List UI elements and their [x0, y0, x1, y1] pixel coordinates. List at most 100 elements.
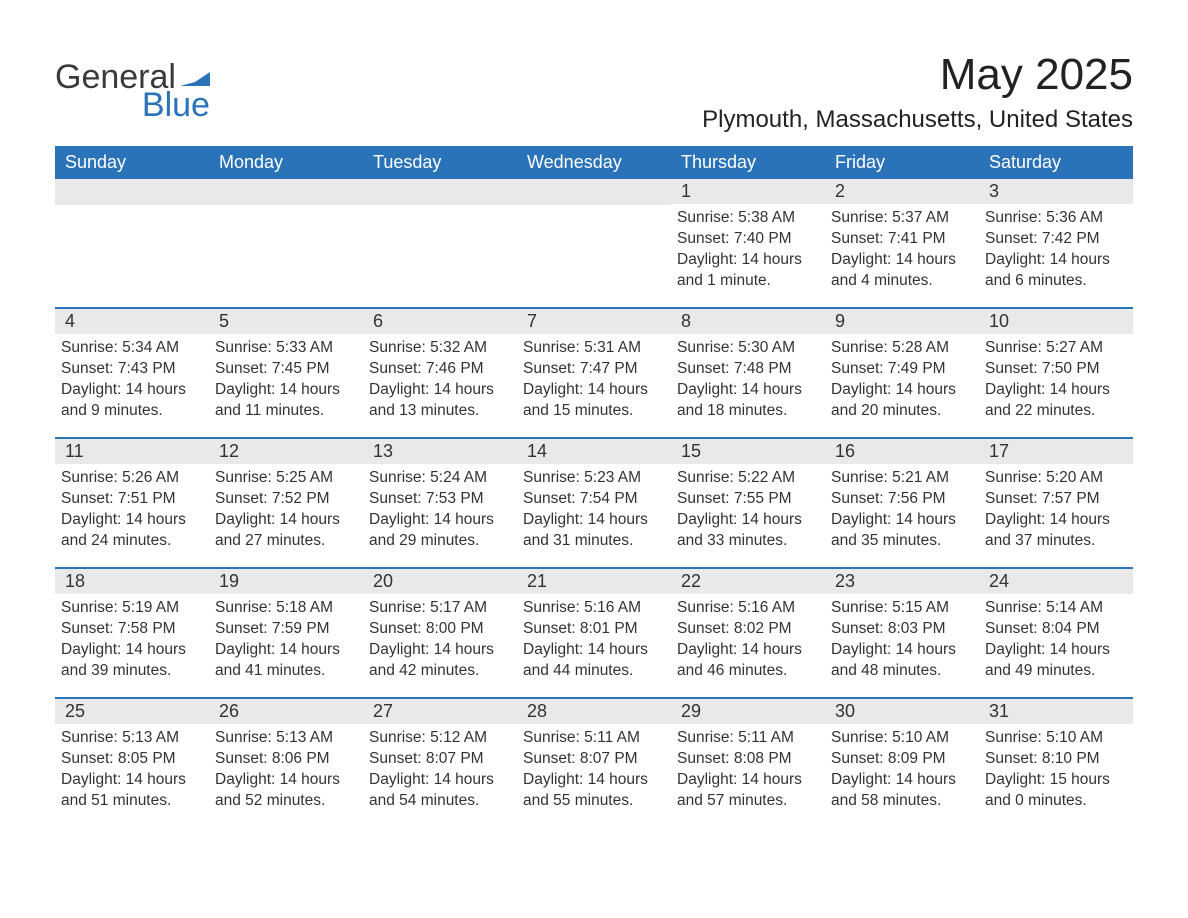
daylight-text: Daylight: 14 hours and 20 minutes.: [831, 380, 969, 422]
day-cell: 20Sunrise: 5:17 AMSunset: 8:00 PMDayligh…: [363, 569, 517, 697]
day-content: Sunrise: 5:18 AMSunset: 7:59 PMDaylight:…: [209, 594, 363, 682]
weekday-header: Saturday: [979, 146, 1133, 179]
day-cell: 4Sunrise: 5:34 AMSunset: 7:43 PMDaylight…: [55, 309, 209, 437]
sunset-text: Sunset: 7:57 PM: [985, 489, 1123, 510]
sunrise-text: Sunrise: 5:27 AM: [985, 338, 1123, 359]
day-cell: [55, 179, 209, 307]
daylight-text: Daylight: 14 hours and 46 minutes.: [677, 640, 815, 682]
day-cell: 18Sunrise: 5:19 AMSunset: 7:58 PMDayligh…: [55, 569, 209, 697]
day-number: 4: [55, 309, 209, 334]
sunrise-text: Sunrise: 5:18 AM: [215, 598, 353, 619]
day-cell: 19Sunrise: 5:18 AMSunset: 7:59 PMDayligh…: [209, 569, 363, 697]
weeks-container: 1Sunrise: 5:38 AMSunset: 7:40 PMDaylight…: [55, 179, 1133, 827]
sunset-text: Sunset: 7:41 PM: [831, 229, 969, 250]
sunset-text: Sunset: 7:50 PM: [985, 359, 1123, 380]
day-content: Sunrise: 5:20 AMSunset: 7:57 PMDaylight:…: [979, 464, 1133, 552]
sunrise-text: Sunrise: 5:30 AM: [677, 338, 815, 359]
daylight-text: Daylight: 14 hours and 44 minutes.: [523, 640, 661, 682]
day-content: Sunrise: 5:31 AMSunset: 7:47 PMDaylight:…: [517, 334, 671, 422]
daylight-text: Daylight: 14 hours and 58 minutes.: [831, 770, 969, 812]
day-content: Sunrise: 5:17 AMSunset: 8:00 PMDaylight:…: [363, 594, 517, 682]
sunset-text: Sunset: 8:04 PM: [985, 619, 1123, 640]
sunrise-text: Sunrise: 5:15 AM: [831, 598, 969, 619]
day-number: 7: [517, 309, 671, 334]
week-row: 11Sunrise: 5:26 AMSunset: 7:51 PMDayligh…: [55, 437, 1133, 567]
sunset-text: Sunset: 7:53 PM: [369, 489, 507, 510]
daylight-text: Daylight: 14 hours and 22 minutes.: [985, 380, 1123, 422]
day-number: 10: [979, 309, 1133, 334]
day-number: 8: [671, 309, 825, 334]
sunset-text: Sunset: 7:52 PM: [215, 489, 353, 510]
day-cell: 15Sunrise: 5:22 AMSunset: 7:55 PMDayligh…: [671, 439, 825, 567]
day-number: 27: [363, 699, 517, 724]
day-content: Sunrise: 5:21 AMSunset: 7:56 PMDaylight:…: [825, 464, 979, 552]
sunrise-text: Sunrise: 5:16 AM: [677, 598, 815, 619]
sunrise-text: Sunrise: 5:21 AM: [831, 468, 969, 489]
day-content: Sunrise: 5:26 AMSunset: 7:51 PMDaylight:…: [55, 464, 209, 552]
day-content: Sunrise: 5:33 AMSunset: 7:45 PMDaylight:…: [209, 334, 363, 422]
day-cell: 5Sunrise: 5:33 AMSunset: 7:45 PMDaylight…: [209, 309, 363, 437]
sunrise-text: Sunrise: 5:10 AM: [985, 728, 1123, 749]
day-cell: 11Sunrise: 5:26 AMSunset: 7:51 PMDayligh…: [55, 439, 209, 567]
weekday-header: Tuesday: [363, 146, 517, 179]
day-number: [517, 179, 671, 205]
sunset-text: Sunset: 7:54 PM: [523, 489, 661, 510]
logo-text: General Blue: [55, 60, 210, 122]
daylight-text: Daylight: 14 hours and 6 minutes.: [985, 250, 1123, 292]
daylight-text: Daylight: 14 hours and 37 minutes.: [985, 510, 1123, 552]
day-cell: 30Sunrise: 5:10 AMSunset: 8:09 PMDayligh…: [825, 699, 979, 827]
sunrise-text: Sunrise: 5:19 AM: [61, 598, 199, 619]
sunrise-text: Sunrise: 5:16 AM: [523, 598, 661, 619]
day-content: Sunrise: 5:30 AMSunset: 7:48 PMDaylight:…: [671, 334, 825, 422]
day-number: 18: [55, 569, 209, 594]
day-content: Sunrise: 5:16 AMSunset: 8:02 PMDaylight:…: [671, 594, 825, 682]
sunset-text: Sunset: 7:42 PM: [985, 229, 1123, 250]
daylight-text: Daylight: 14 hours and 1 minute.: [677, 250, 815, 292]
sunset-text: Sunset: 8:07 PM: [523, 749, 661, 770]
day-cell: 7Sunrise: 5:31 AMSunset: 7:47 PMDaylight…: [517, 309, 671, 437]
sunrise-text: Sunrise: 5:12 AM: [369, 728, 507, 749]
sunrise-text: Sunrise: 5:20 AM: [985, 468, 1123, 489]
day-content: Sunrise: 5:13 AMSunset: 8:05 PMDaylight:…: [55, 724, 209, 812]
sunrise-text: Sunrise: 5:33 AM: [215, 338, 353, 359]
daylight-text: Daylight: 14 hours and 51 minutes.: [61, 770, 199, 812]
sunrise-text: Sunrise: 5:24 AM: [369, 468, 507, 489]
sunrise-text: Sunrise: 5:10 AM: [831, 728, 969, 749]
day-number: 11: [55, 439, 209, 464]
sunrise-text: Sunrise: 5:23 AM: [523, 468, 661, 489]
sunrise-text: Sunrise: 5:34 AM: [61, 338, 199, 359]
weekday-header-row: Sunday Monday Tuesday Wednesday Thursday…: [55, 146, 1133, 179]
day-content: Sunrise: 5:19 AMSunset: 7:58 PMDaylight:…: [55, 594, 209, 682]
sunrise-text: Sunrise: 5:37 AM: [831, 208, 969, 229]
day-number: 19: [209, 569, 363, 594]
weekday-header: Friday: [825, 146, 979, 179]
sunset-text: Sunset: 7:56 PM: [831, 489, 969, 510]
day-number: 26: [209, 699, 363, 724]
daylight-text: Daylight: 14 hours and 15 minutes.: [523, 380, 661, 422]
day-cell: 22Sunrise: 5:16 AMSunset: 8:02 PMDayligh…: [671, 569, 825, 697]
day-content: Sunrise: 5:16 AMSunset: 8:01 PMDaylight:…: [517, 594, 671, 682]
sunset-text: Sunset: 7:49 PM: [831, 359, 969, 380]
day-cell: 24Sunrise: 5:14 AMSunset: 8:04 PMDayligh…: [979, 569, 1133, 697]
daylight-text: Daylight: 14 hours and 11 minutes.: [215, 380, 353, 422]
day-cell: [517, 179, 671, 307]
day-content: Sunrise: 5:10 AMSunset: 8:09 PMDaylight:…: [825, 724, 979, 812]
day-cell: [209, 179, 363, 307]
daylight-text: Daylight: 14 hours and 48 minutes.: [831, 640, 969, 682]
sunrise-text: Sunrise: 5:38 AM: [677, 208, 815, 229]
day-cell: 8Sunrise: 5:30 AMSunset: 7:48 PMDaylight…: [671, 309, 825, 437]
day-content: Sunrise: 5:27 AMSunset: 7:50 PMDaylight:…: [979, 334, 1133, 422]
daylight-text: Daylight: 14 hours and 57 minutes.: [677, 770, 815, 812]
day-content: Sunrise: 5:11 AMSunset: 8:08 PMDaylight:…: [671, 724, 825, 812]
day-number: 22: [671, 569, 825, 594]
sunrise-text: Sunrise: 5:17 AM: [369, 598, 507, 619]
daylight-text: Daylight: 14 hours and 39 minutes.: [61, 640, 199, 682]
day-content: Sunrise: 5:13 AMSunset: 8:06 PMDaylight:…: [209, 724, 363, 812]
day-cell: 12Sunrise: 5:25 AMSunset: 7:52 PMDayligh…: [209, 439, 363, 567]
sunrise-text: Sunrise: 5:11 AM: [677, 728, 815, 749]
day-number: 29: [671, 699, 825, 724]
day-content: Sunrise: 5:11 AMSunset: 8:07 PMDaylight:…: [517, 724, 671, 812]
daylight-text: Daylight: 14 hours and 18 minutes.: [677, 380, 815, 422]
day-cell: 3Sunrise: 5:36 AMSunset: 7:42 PMDaylight…: [979, 179, 1133, 307]
daylight-text: Daylight: 14 hours and 54 minutes.: [369, 770, 507, 812]
